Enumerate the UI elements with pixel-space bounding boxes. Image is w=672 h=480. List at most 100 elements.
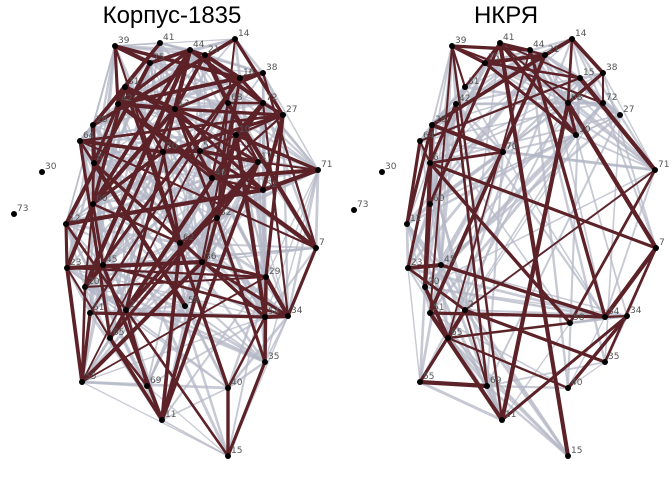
node-label-73: 73: [357, 200, 368, 210]
node-label-71: 71: [321, 160, 332, 170]
edge: [602, 72, 657, 249]
node-label-2: 2: [468, 300, 474, 310]
node-73: [11, 211, 17, 217]
node-58: [182, 303, 188, 309]
strong-edge: [65, 267, 84, 383]
edge: [92, 149, 201, 206]
strong-edge: [429, 311, 606, 319]
strong-edge: [215, 217, 267, 363]
node-68: [225, 100, 231, 106]
node-28: [429, 122, 435, 128]
edge: [146, 385, 229, 457]
node-label-45: 45: [444, 255, 455, 265]
strong-edge: [419, 140, 431, 164]
node-2: [462, 307, 468, 313]
node-21: [542, 52, 548, 58]
node-label-69: 69: [150, 376, 162, 386]
strong-edge: [407, 262, 442, 271]
edge: [405, 223, 410, 269]
strong-edge: [199, 149, 259, 164]
node-label-21: 21: [548, 45, 559, 55]
strong-edge: [440, 263, 606, 319]
node-label-75: 75: [153, 53, 164, 63]
node-6: [427, 160, 433, 166]
strong-edge: [261, 102, 290, 317]
node-31: [462, 84, 468, 90]
node-69: [484, 383, 490, 389]
edge: [567, 316, 606, 389]
strong-edge: [570, 37, 605, 75]
edge: [571, 38, 581, 79]
node-label-15: 15: [583, 68, 594, 78]
strong-edge: [566, 101, 658, 250]
strong-edge: [108, 337, 164, 421]
node-label-54: 54: [268, 307, 280, 317]
strong-edge: [79, 140, 317, 249]
edge: [314, 169, 320, 249]
node-44: [527, 47, 533, 53]
node-label-23: 23: [411, 258, 422, 268]
strong-edges: [64, 37, 319, 457]
node-label-36: 36: [205, 252, 217, 262]
node-13: [172, 106, 178, 112]
strong-edge: [419, 379, 488, 389]
strong-edge: [528, 49, 607, 318]
node-64: [417, 138, 423, 144]
node-label-34: 34: [630, 306, 642, 316]
strong-edge: [603, 247, 658, 363]
node-20: [82, 284, 88, 290]
edge: [429, 312, 569, 389]
strong-edge: [124, 309, 149, 387]
strong-edge: [405, 140, 422, 225]
strong-edge: [84, 203, 94, 288]
node-14: [569, 36, 575, 42]
edge: [604, 169, 656, 318]
edge: [455, 103, 606, 318]
strong-edge: [566, 38, 574, 104]
strong-edge: [450, 45, 467, 88]
strong-edge: [257, 161, 319, 171]
edge: [81, 217, 218, 383]
node-70: [160, 149, 166, 155]
node-label-64: 64: [423, 131, 435, 141]
node-35: [602, 359, 608, 365]
node-label-68: 68: [571, 93, 583, 103]
node-label-11: 11: [165, 410, 176, 420]
node-label-39: 39: [455, 36, 467, 46]
edge: [502, 150, 656, 172]
strong-edge: [568, 169, 657, 324]
node-28: [90, 122, 96, 128]
strong-edge: [83, 77, 242, 288]
strong-edges: [405, 37, 658, 457]
edge: [528, 49, 607, 363]
strong-edge: [226, 316, 267, 389]
node-34: [285, 313, 291, 319]
strong-edge: [199, 149, 264, 192]
strong-edge: [101, 264, 164, 421]
right-panel-title: НКРЯ: [474, 2, 538, 29]
strong-edge: [64, 223, 230, 457]
edge: [64, 223, 87, 288]
node-38: [600, 70, 606, 76]
strong-edge: [418, 309, 467, 383]
node-label-52: 52: [266, 180, 277, 190]
edge: [567, 361, 606, 389]
node-45: [438, 262, 444, 268]
strong-edge: [161, 151, 182, 244]
node-71: [652, 167, 658, 173]
node-41: [157, 40, 163, 46]
strong-edge: [428, 311, 504, 422]
node-40: [565, 385, 571, 391]
node-label-69: 69: [490, 376, 502, 386]
node-label-29: 29: [269, 267, 281, 277]
node-73: [351, 207, 357, 213]
node-label-62: 62: [183, 233, 194, 243]
edge: [66, 267, 229, 389]
node-label-51: 51: [433, 303, 444, 313]
node-label-10: 10: [579, 125, 591, 135]
strong-edge: [603, 246, 658, 319]
node-7: [653, 245, 659, 251]
node-label-41: 41: [503, 33, 514, 43]
node-38: [260, 70, 266, 76]
node-27: [617, 112, 623, 118]
